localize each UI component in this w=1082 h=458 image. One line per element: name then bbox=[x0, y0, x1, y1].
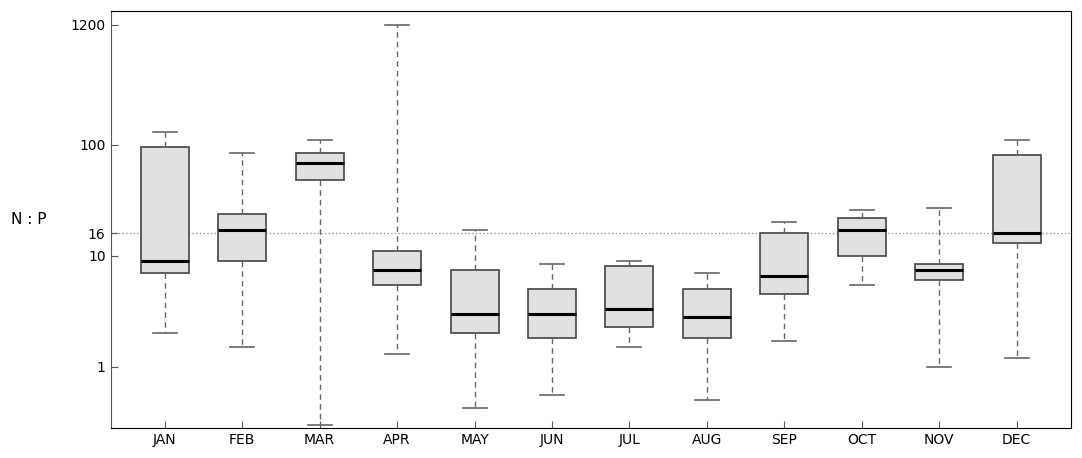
PathPatch shape bbox=[837, 218, 886, 256]
PathPatch shape bbox=[219, 213, 266, 261]
PathPatch shape bbox=[992, 155, 1041, 243]
PathPatch shape bbox=[450, 270, 499, 333]
PathPatch shape bbox=[141, 147, 188, 273]
PathPatch shape bbox=[683, 289, 730, 338]
PathPatch shape bbox=[528, 289, 576, 338]
PathPatch shape bbox=[761, 233, 808, 294]
PathPatch shape bbox=[373, 251, 421, 284]
Y-axis label: N : P: N : P bbox=[11, 212, 47, 227]
PathPatch shape bbox=[295, 153, 344, 180]
PathPatch shape bbox=[606, 267, 654, 327]
PathPatch shape bbox=[915, 263, 963, 280]
